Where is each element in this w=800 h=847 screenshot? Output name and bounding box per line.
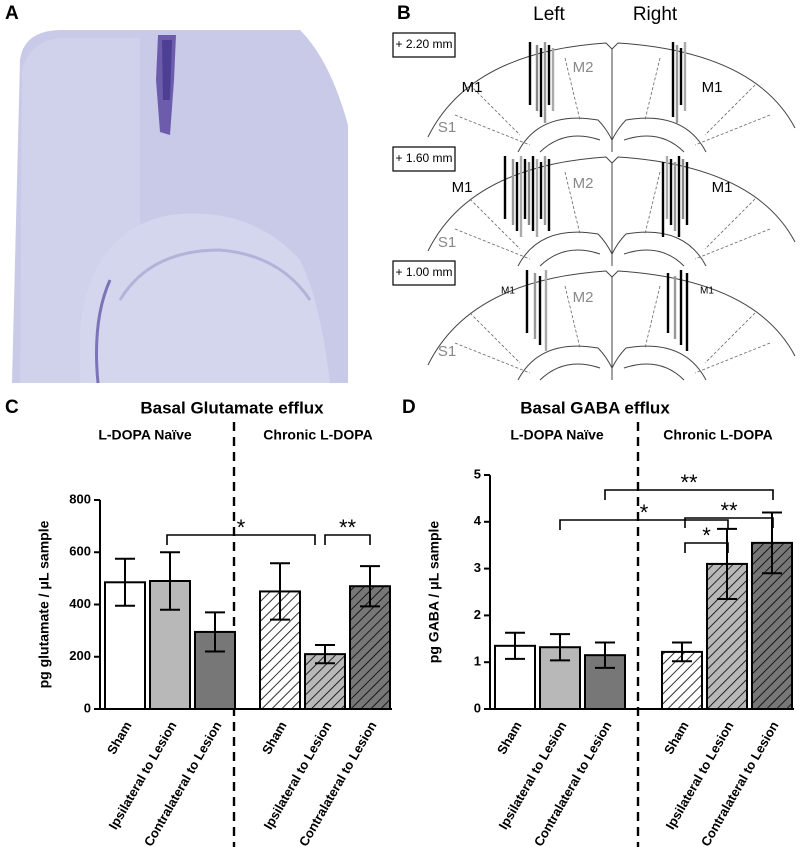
x-tick-label: Contralateral to Lesion <box>141 719 225 847</box>
y-tick-label: 400 <box>69 596 91 611</box>
level-label: + 1.60 mm <box>395 151 452 165</box>
level-label: + 2.20 mm <box>395 37 452 51</box>
y-axis-label: pg glutamate / μL sample <box>36 520 52 688</box>
region-border <box>564 285 581 349</box>
region-label: S1 <box>438 119 456 136</box>
group-label: Chronic L-DOPA <box>663 427 772 443</box>
region-label: M2 <box>573 289 594 306</box>
region-border <box>694 342 771 374</box>
region-label: M1 <box>712 179 733 196</box>
x-tick-label: Sham <box>494 719 525 757</box>
region-border <box>564 57 581 121</box>
y-tick-label: 5 <box>474 466 481 481</box>
hippocampus <box>80 213 330 383</box>
significance-bracket <box>166 534 316 545</box>
inner-structure <box>539 249 685 267</box>
x-tick-label: Sham <box>259 719 290 757</box>
group-label: L-DOPA Naïve <box>510 427 604 443</box>
region-label: M2 <box>573 59 594 76</box>
region-border <box>469 198 521 250</box>
chart-title: Basal GABA efflux <box>520 398 670 417</box>
significance-label: * <box>702 523 711 548</box>
y-tick-label: 2 <box>474 607 481 622</box>
group-label: L-DOPA Naïve <box>98 427 192 443</box>
y-tick-label: 200 <box>69 648 91 663</box>
region-border <box>694 114 771 146</box>
y-tick-label: 600 <box>69 544 91 559</box>
significance-bracket <box>559 519 729 530</box>
level-box <box>392 260 456 286</box>
region-label: M1 <box>501 286 515 297</box>
region-border <box>644 57 661 121</box>
x-tick-label: Sham <box>104 719 135 757</box>
region-border <box>454 228 531 260</box>
significance-label: * <box>640 500 649 525</box>
significance-bracket <box>324 534 371 545</box>
region-label: S1 <box>438 343 456 360</box>
panel-letter: D <box>402 397 416 418</box>
region-border <box>454 342 531 374</box>
significance-label: ** <box>339 515 357 540</box>
y-tick-label: 800 <box>69 491 91 506</box>
histology-image <box>12 28 348 384</box>
region-border <box>454 114 531 146</box>
y-tick-label: 0 <box>84 700 91 715</box>
level-box <box>392 32 456 58</box>
inner-structure <box>517 117 707 153</box>
region-border <box>704 312 756 364</box>
inner-structure <box>539 135 685 153</box>
significance-label: ** <box>720 498 738 523</box>
region-border <box>469 312 521 364</box>
region-border <box>704 198 756 250</box>
region-label: S1 <box>438 234 456 251</box>
x-tick-label: Contralateral to Lesion <box>296 719 380 847</box>
significance-bracket <box>684 542 729 553</box>
inner-structure <box>539 363 685 381</box>
significance-bracket <box>604 489 774 500</box>
significance-label: ** <box>680 470 698 495</box>
region-border <box>694 228 771 260</box>
tissue-fold <box>118 248 312 301</box>
level-label: + 1.00 mm <box>395 265 452 279</box>
region-label: M2 <box>573 175 594 192</box>
panel-letter: C <box>5 397 19 418</box>
y-tick-label: 3 <box>474 560 481 575</box>
x-tick-label: Contralateral to Lesion <box>531 719 615 847</box>
region-border <box>644 285 661 349</box>
bar <box>494 644 536 711</box>
significance-bracket <box>684 517 774 528</box>
panel-letter: B <box>397 3 411 24</box>
region-border <box>469 84 521 136</box>
chart-title: Basal Glutamate efflux <box>140 398 324 417</box>
region-label: M1 <box>462 79 483 96</box>
y-axis-label: pg GABA / μL sample <box>426 521 442 664</box>
side-label: Right <box>633 4 678 25</box>
lesion-core <box>162 40 172 100</box>
region-border <box>704 84 756 136</box>
region-label: M1 <box>452 179 473 196</box>
panel-letter: A <box>5 3 19 24</box>
region-label: M1 <box>702 79 723 96</box>
level-box <box>392 146 456 172</box>
y-tick-label: 0 <box>474 700 481 715</box>
region-label: M1 <box>700 286 714 297</box>
x-tick-label: Contralateral to Lesion <box>698 719 782 847</box>
y-tick-label: 1 <box>474 654 481 669</box>
region-border <box>644 171 661 235</box>
significance-label: * <box>237 515 246 540</box>
group-label: Chronic L-DOPA <box>263 427 372 443</box>
inner-structure <box>517 345 707 381</box>
x-tick-label: Sham <box>661 719 692 757</box>
y-tick-label: 4 <box>474 513 482 528</box>
region-border <box>564 171 581 235</box>
tissue-edge <box>95 279 112 384</box>
side-label: Left <box>533 4 565 25</box>
